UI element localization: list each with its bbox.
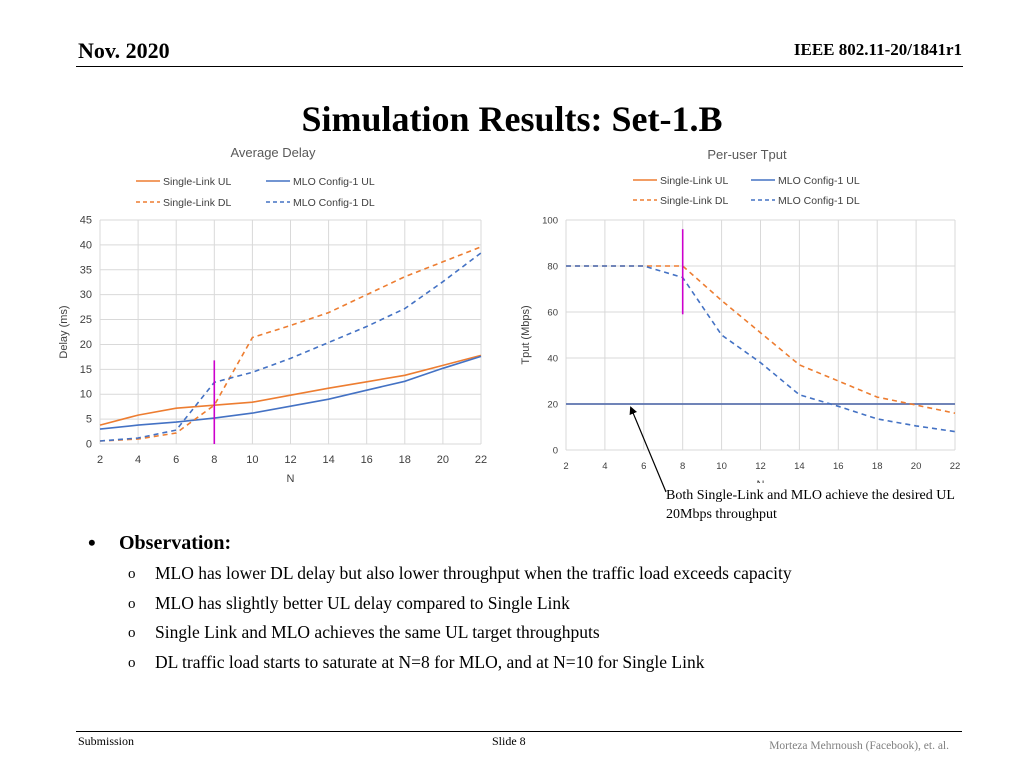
x-tick-label: 10 xyxy=(246,454,258,466)
y-tick-label: 20 xyxy=(80,339,92,351)
x-tick-label: 8 xyxy=(211,454,217,466)
observation-item: o DL traffic load starts to saturate at N… xyxy=(128,650,792,680)
chart-title: Per-user Tput xyxy=(707,147,787,162)
legend-label: MLO Config-1 UL xyxy=(778,175,860,187)
x-tick-label: 16 xyxy=(833,461,844,472)
y-tick-label: 60 xyxy=(547,308,558,319)
y-tick-label: 45 xyxy=(80,215,92,227)
slide-title: Simulation Results: Set-1.B xyxy=(301,99,723,139)
bullet-glyph: • xyxy=(88,530,96,555)
observation-item-text: Single Link and MLO achieves the same UL… xyxy=(155,622,600,642)
y-axis-label: Delay (ms) xyxy=(58,305,70,358)
x-tick-label: 10 xyxy=(716,461,727,472)
x-tick-label: 14 xyxy=(322,454,334,466)
x-tick-label: 4 xyxy=(602,461,607,472)
series-line xyxy=(99,354,482,426)
x-tick-label: 18 xyxy=(872,461,883,472)
sub-bullet-glyph: o xyxy=(128,566,136,582)
sub-bullet-glyph: o xyxy=(128,595,136,612)
x-tick-label: 12 xyxy=(284,454,296,466)
y-tick-label: 20 xyxy=(547,400,558,411)
header-divider xyxy=(76,66,963,67)
observation-item: o MLO has lower DL delay but also lower t… xyxy=(128,561,792,591)
y-tick-label: 80 xyxy=(547,262,558,273)
x-tick-label: 2 xyxy=(97,454,103,466)
per-user-tput-chart: Per-user Tput Single-Link UL MLO Config-1 … xyxy=(520,147,961,483)
observation-item: o MLO has slightly better UL delay compar… xyxy=(128,591,792,621)
y-tick-label: 10 xyxy=(80,389,92,401)
footer-author: Morteza Mehrnoush (Facebook), et. al. xyxy=(769,740,949,752)
legend-label: MLO Config-1 DL xyxy=(778,195,860,207)
annotation-text: Both Single-Link and MLO achieve the des… xyxy=(666,488,955,522)
y-tick-label: 25 xyxy=(80,314,92,326)
y-tick-label: 15 xyxy=(80,364,92,376)
average-delay-chart: Average Delay Single-Link UL MLO Config-1 … xyxy=(58,145,487,483)
y-tick-label: 40 xyxy=(547,354,558,365)
x-tick-label: 12 xyxy=(755,461,766,472)
sub-bullet-glyph: o xyxy=(128,625,136,641)
y-tick-label: 30 xyxy=(80,289,92,301)
legend-label: Single-Link DL xyxy=(163,197,231,209)
footer-submission: Submission xyxy=(78,734,135,748)
x-tick-label: 8 xyxy=(680,461,685,472)
header-doc-id: IEEE 802.11-20/1841r1 xyxy=(793,40,962,59)
legend-label: Single-Link UL xyxy=(163,176,231,188)
x-axis-label: N xyxy=(757,479,765,483)
x-tick-label: 22 xyxy=(475,454,487,466)
observation-list: o MLO has lower DL delay but also lower t… xyxy=(88,561,792,679)
x-tick-label: 18 xyxy=(399,454,411,466)
y-tick-label: 40 xyxy=(80,239,92,251)
header-date: Nov. 2020 xyxy=(78,38,170,63)
y-tick-label: 100 xyxy=(542,216,558,227)
y-tick-label: 5 xyxy=(86,414,92,426)
y-axis-label: Tput (Mbps) xyxy=(520,305,532,364)
x-tick-label: 16 xyxy=(361,454,373,466)
observation-item-text: MLO has lower DL delay but also lower th… xyxy=(155,563,792,583)
footer-divider xyxy=(76,731,962,732)
x-tick-label: 2 xyxy=(563,461,568,472)
legend-label: MLO Config-1 DL xyxy=(293,197,375,209)
x-tick-label: 6 xyxy=(173,454,179,466)
chart-title: Average Delay xyxy=(230,145,316,160)
annotation-arrow xyxy=(629,406,667,493)
footer-slide-number: Slide 8 xyxy=(492,734,526,748)
x-tick-label: 4 xyxy=(135,454,141,466)
series-line xyxy=(99,246,482,442)
observation-item-text: DL traffic load starts to saturate at N=… xyxy=(155,651,705,672)
y-tick-label: 0 xyxy=(553,446,558,457)
series-line xyxy=(566,265,956,433)
x-tick-label: 20 xyxy=(911,461,922,472)
sub-bullet-glyph: o xyxy=(128,654,136,671)
observation-heading-text: Observation: xyxy=(119,532,232,554)
series-line xyxy=(99,355,482,430)
x-tick-label: 6 xyxy=(641,461,646,472)
x-tick-label: 20 xyxy=(437,454,449,466)
x-tick-label: 22 xyxy=(950,461,961,472)
observation-heading: • Observation: xyxy=(88,530,792,555)
observation-item: o Single Link and MLO achieves the same U… xyxy=(128,620,792,650)
legend-label: MLO Config-1 UL xyxy=(293,176,375,188)
x-tick-label: 14 xyxy=(794,461,805,472)
series-line xyxy=(99,252,482,442)
observation-section: • Observation: o MLO has lower DL delay b… xyxy=(88,530,792,679)
y-tick-label: 0 xyxy=(86,439,92,451)
legend-label: Single-Link DL xyxy=(660,195,728,207)
legend-label: Single-Link UL xyxy=(660,175,728,187)
x-axis-label: N xyxy=(287,473,295,483)
observation-item-text: MLO has slightly better UL delay compare… xyxy=(155,592,570,613)
y-tick-label: 35 xyxy=(80,264,92,276)
